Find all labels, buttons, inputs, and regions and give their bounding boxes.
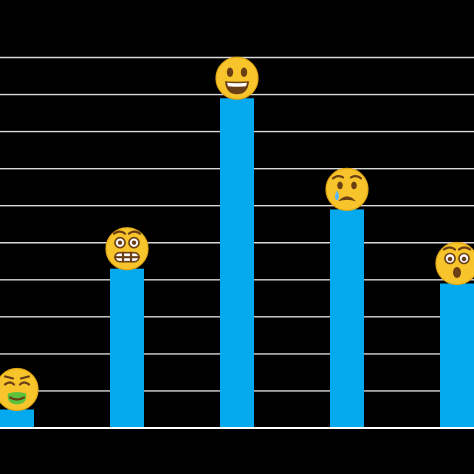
bar-crying xyxy=(330,209,364,428)
chart-emoji-markers xyxy=(0,56,474,412)
bar-astonished xyxy=(440,283,474,428)
astonished-face-icon xyxy=(435,241,474,286)
bar-grimacing xyxy=(110,268,144,428)
nauseated-face-icon xyxy=(0,367,39,412)
bar-nauseated xyxy=(0,409,34,428)
grimacing-face-icon xyxy=(105,227,149,271)
bar-grinning xyxy=(220,98,254,428)
crying-face-icon xyxy=(325,167,369,212)
grinning-face-icon xyxy=(215,56,259,100)
chart-bars xyxy=(0,98,474,428)
